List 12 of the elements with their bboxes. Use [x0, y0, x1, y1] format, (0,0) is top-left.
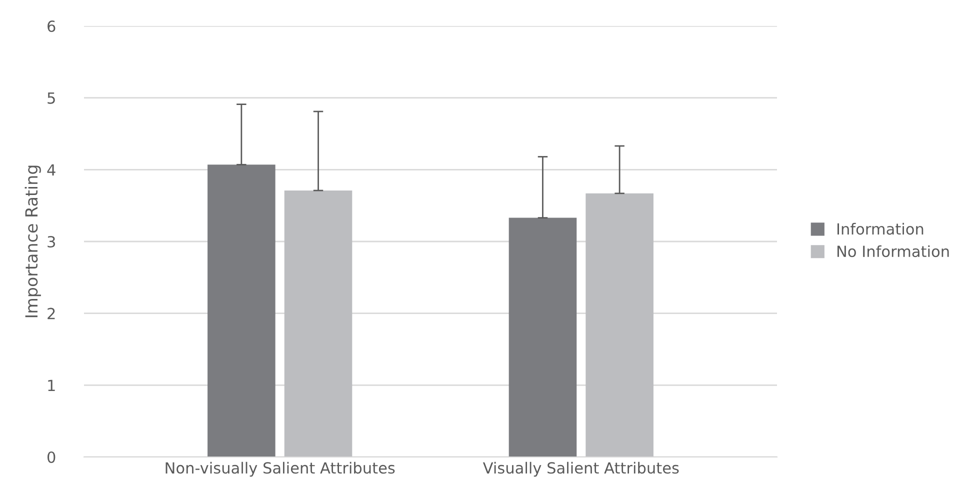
- y-tick-label: 0: [48, 451, 56, 464]
- y-tick-label: 6: [48, 20, 56, 32]
- legend-label: No Information: [837, 245, 949, 258]
- y-axis-title: Importance Rating: [24, 166, 41, 318]
- y-tick-label: 2: [48, 308, 55, 320]
- y-tick-label: 5: [48, 92, 55, 104]
- legend-label: Information: [837, 222, 924, 235]
- x-tick-label: Non-visually Salient Attributes: [166, 462, 395, 477]
- x-tick-label: Visually Salient Attributes: [482, 462, 679, 477]
- y-tick-label: 1: [48, 380, 55, 391]
- y-tick-label: 4: [47, 164, 56, 176]
- y-tick-label: 3: [48, 236, 55, 248]
